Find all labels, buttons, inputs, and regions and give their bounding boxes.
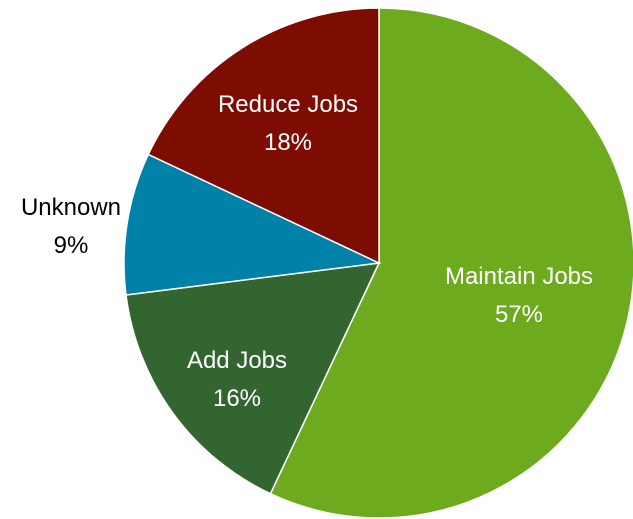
pie-slice-unknown — [123, 153, 382, 296]
pie-slice-add-jobs — [125, 262, 381, 495]
slice-label-maintain-jobs: Maintain Jobs — [445, 263, 593, 290]
slice-value-add-jobs: 16% — [213, 385, 261, 412]
pie-slices — [123, 7, 633, 519]
slice-value-reduce-jobs: 18% — [264, 129, 312, 156]
slice-label-reduce-jobs: Reduce Jobs — [218, 91, 358, 118]
slice-label-add-jobs: Add Jobs — [187, 347, 287, 374]
slice-value-unknown: 9% — [54, 232, 89, 259]
slice-label-unknown: Unknown — [21, 194, 121, 221]
pie-slice-maintain-jobs — [269, 7, 633, 519]
pie-slice-reduce-jobs — [147, 7, 380, 265]
pie-labels: Maintain Jobs 57% Add Jobs 16% Unknown 9% Redu… — [21, 91, 593, 412]
slice-value-maintain-jobs: 57% — [495, 301, 543, 328]
